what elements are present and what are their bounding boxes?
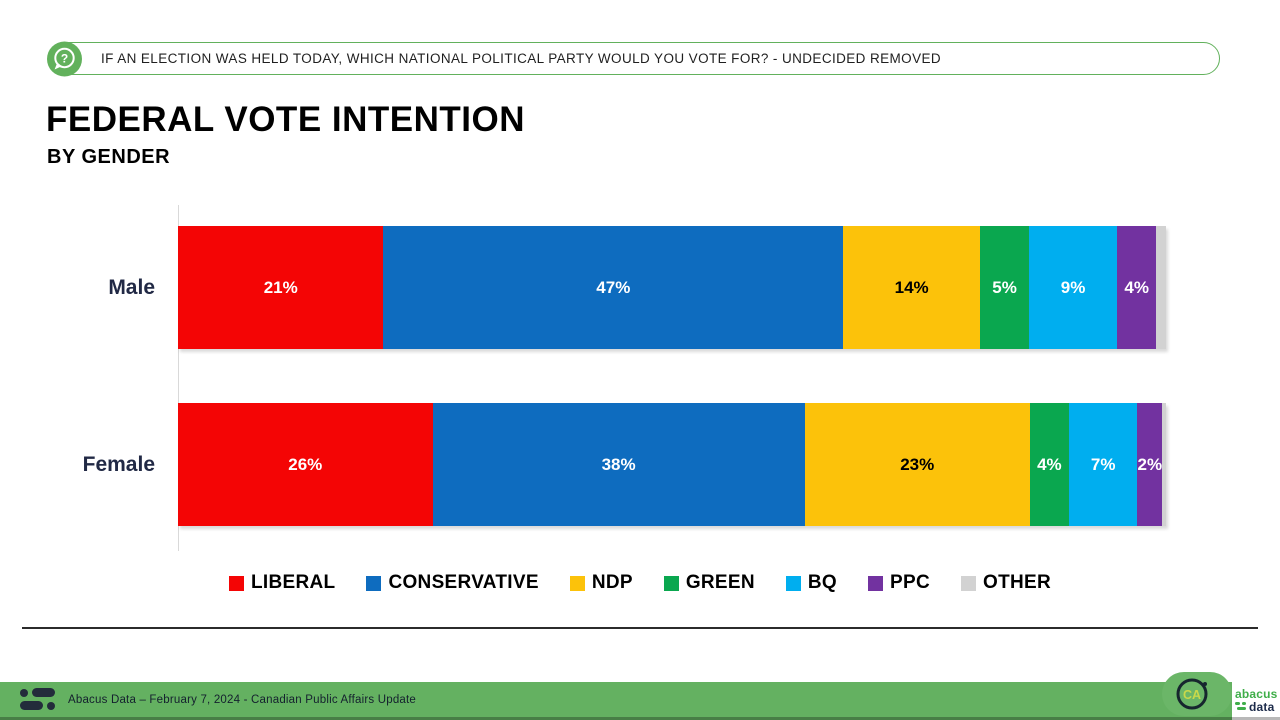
bar-segment-liberal: 26% <box>178 403 433 526</box>
segment-value-label: 38% <box>601 454 636 474</box>
legend-item-ppc: PPC <box>868 572 930 594</box>
mini-abacus-icon <box>1235 702 1247 711</box>
legend-swatch <box>229 575 245 591</box>
bar-row-female: Female 26% 38% 23% 4% 7% 2% <box>0 403 1166 526</box>
segment-value-label: 23% <box>900 454 935 474</box>
category-label: Female <box>82 452 155 476</box>
legend-swatch <box>868 575 884 591</box>
legend-swatch <box>785 575 801 591</box>
stacked-bar: 26% 38% 23% 4% 7% 2% <box>178 403 1166 526</box>
footer-bar: Abacus Data – February 7, 2024 - Canadia… <box>0 672 1280 720</box>
divider-line <box>22 627 1258 629</box>
abacus-brandmark-icon <box>20 688 56 713</box>
svg-text:CA: CA <box>1183 688 1201 702</box>
segment-value-label: 9% <box>1060 277 1086 297</box>
bar-segment-ppc: 2% <box>1137 403 1163 526</box>
bar-segment-green: 5% <box>980 226 1030 349</box>
bar-segment-conservative: 47% <box>383 226 844 349</box>
segment-value-label: 21% <box>263 277 298 297</box>
bar-segment-green: 4% <box>1029 403 1069 526</box>
legend-swatch <box>960 575 976 591</box>
logo-text-data: data <box>1249 699 1275 714</box>
legend-label: GREEN <box>685 572 755 593</box>
segment-value-label: 2% <box>1137 454 1163 474</box>
question-banner: ? IF AN ELECTION WAS HELD TODAY, WHICH N… <box>47 41 1220 76</box>
legend-item-bq: BQ <box>785 572 838 594</box>
legend-label: LIBERAL <box>251 572 336 593</box>
bar-segment-other <box>1156 226 1166 349</box>
abacus-data-logo: abacus data <box>1232 680 1280 720</box>
bar-segment-liberal: 21% <box>178 226 384 349</box>
segment-value-label: 26% <box>288 454 323 474</box>
chart-legend: LIBERAL CONSERVATIVE NDP GREEN BQ PPC OTHER <box>0 572 1280 594</box>
legend-swatch <box>663 575 679 591</box>
bar-rows: Male 21% 47% 14% 5% 9% 4% Female 26% 38% 23% 4% 7% 2% <box>0 226 1166 526</box>
page-title: FEDERAL VOTE INTENTION <box>46 100 525 139</box>
legend-label: NDP <box>591 572 633 593</box>
segment-value-label: 47% <box>596 277 631 297</box>
legend-swatch <box>366 575 382 591</box>
legend-item-other: OTHER <box>960 572 1051 594</box>
legend-item-liberal: LIBERAL <box>229 572 335 594</box>
category-label: Male <box>108 275 155 299</box>
stacked-bar: 21% 47% 14% 5% 9% 4% <box>178 226 1166 349</box>
ca-badge: CA <box>1162 672 1232 716</box>
question-speech-bubble-icon: ? <box>47 41 82 76</box>
segment-value-label: 5% <box>992 277 1017 297</box>
footer-caption: Abacus Data – February 7, 2024 - Canadia… <box>68 693 417 706</box>
stacked-bar-chart: Male 21% 47% 14% 5% 9% 4% Female 26% 38% 23% 4% 7% 2% <box>0 226 1166 526</box>
ca-badge-icon: CA <box>1176 678 1208 710</box>
chart-axis-line <box>178 205 179 551</box>
bar-segment-other <box>1162 403 1166 526</box>
segment-value-label: 4% <box>1124 277 1149 297</box>
legend-swatch <box>569 575 585 591</box>
legend-label: OTHER <box>982 572 1051 593</box>
bar-segment-bq: 9% <box>1029 226 1118 349</box>
question-text: IF AN ELECTION WAS HELD TODAY, WHICH NAT… <box>101 51 942 66</box>
legend-item-conservative: CONSERVATIVE <box>366 572 539 594</box>
segment-value-label: 7% <box>1090 454 1116 474</box>
bar-row-male: Male 21% 47% 14% 5% 9% 4% <box>0 226 1166 349</box>
page-subtitle: BY GENDER <box>47 146 171 168</box>
logo-text-abacus: abacus <box>1235 686 1278 701</box>
segment-value-label: 14% <box>894 277 929 297</box>
legend-label: BQ <box>807 572 838 593</box>
legend-item-green: GREEN <box>663 572 755 594</box>
legend-label: CONSERVATIVE <box>388 572 539 593</box>
bar-segment-conservative: 38% <box>432 403 805 526</box>
svg-text:?: ? <box>61 51 68 65</box>
bar-segment-ppc: 4% <box>1117 226 1157 349</box>
bar-segment-bq: 7% <box>1068 403 1138 526</box>
legend-label: PPC <box>890 572 930 593</box>
bar-segment-ndp: 14% <box>843 226 981 349</box>
segment-value-label: 4% <box>1037 454 1062 474</box>
bar-segment-ndp: 23% <box>804 403 1030 526</box>
legend-item-ndp: NDP <box>569 572 633 594</box>
